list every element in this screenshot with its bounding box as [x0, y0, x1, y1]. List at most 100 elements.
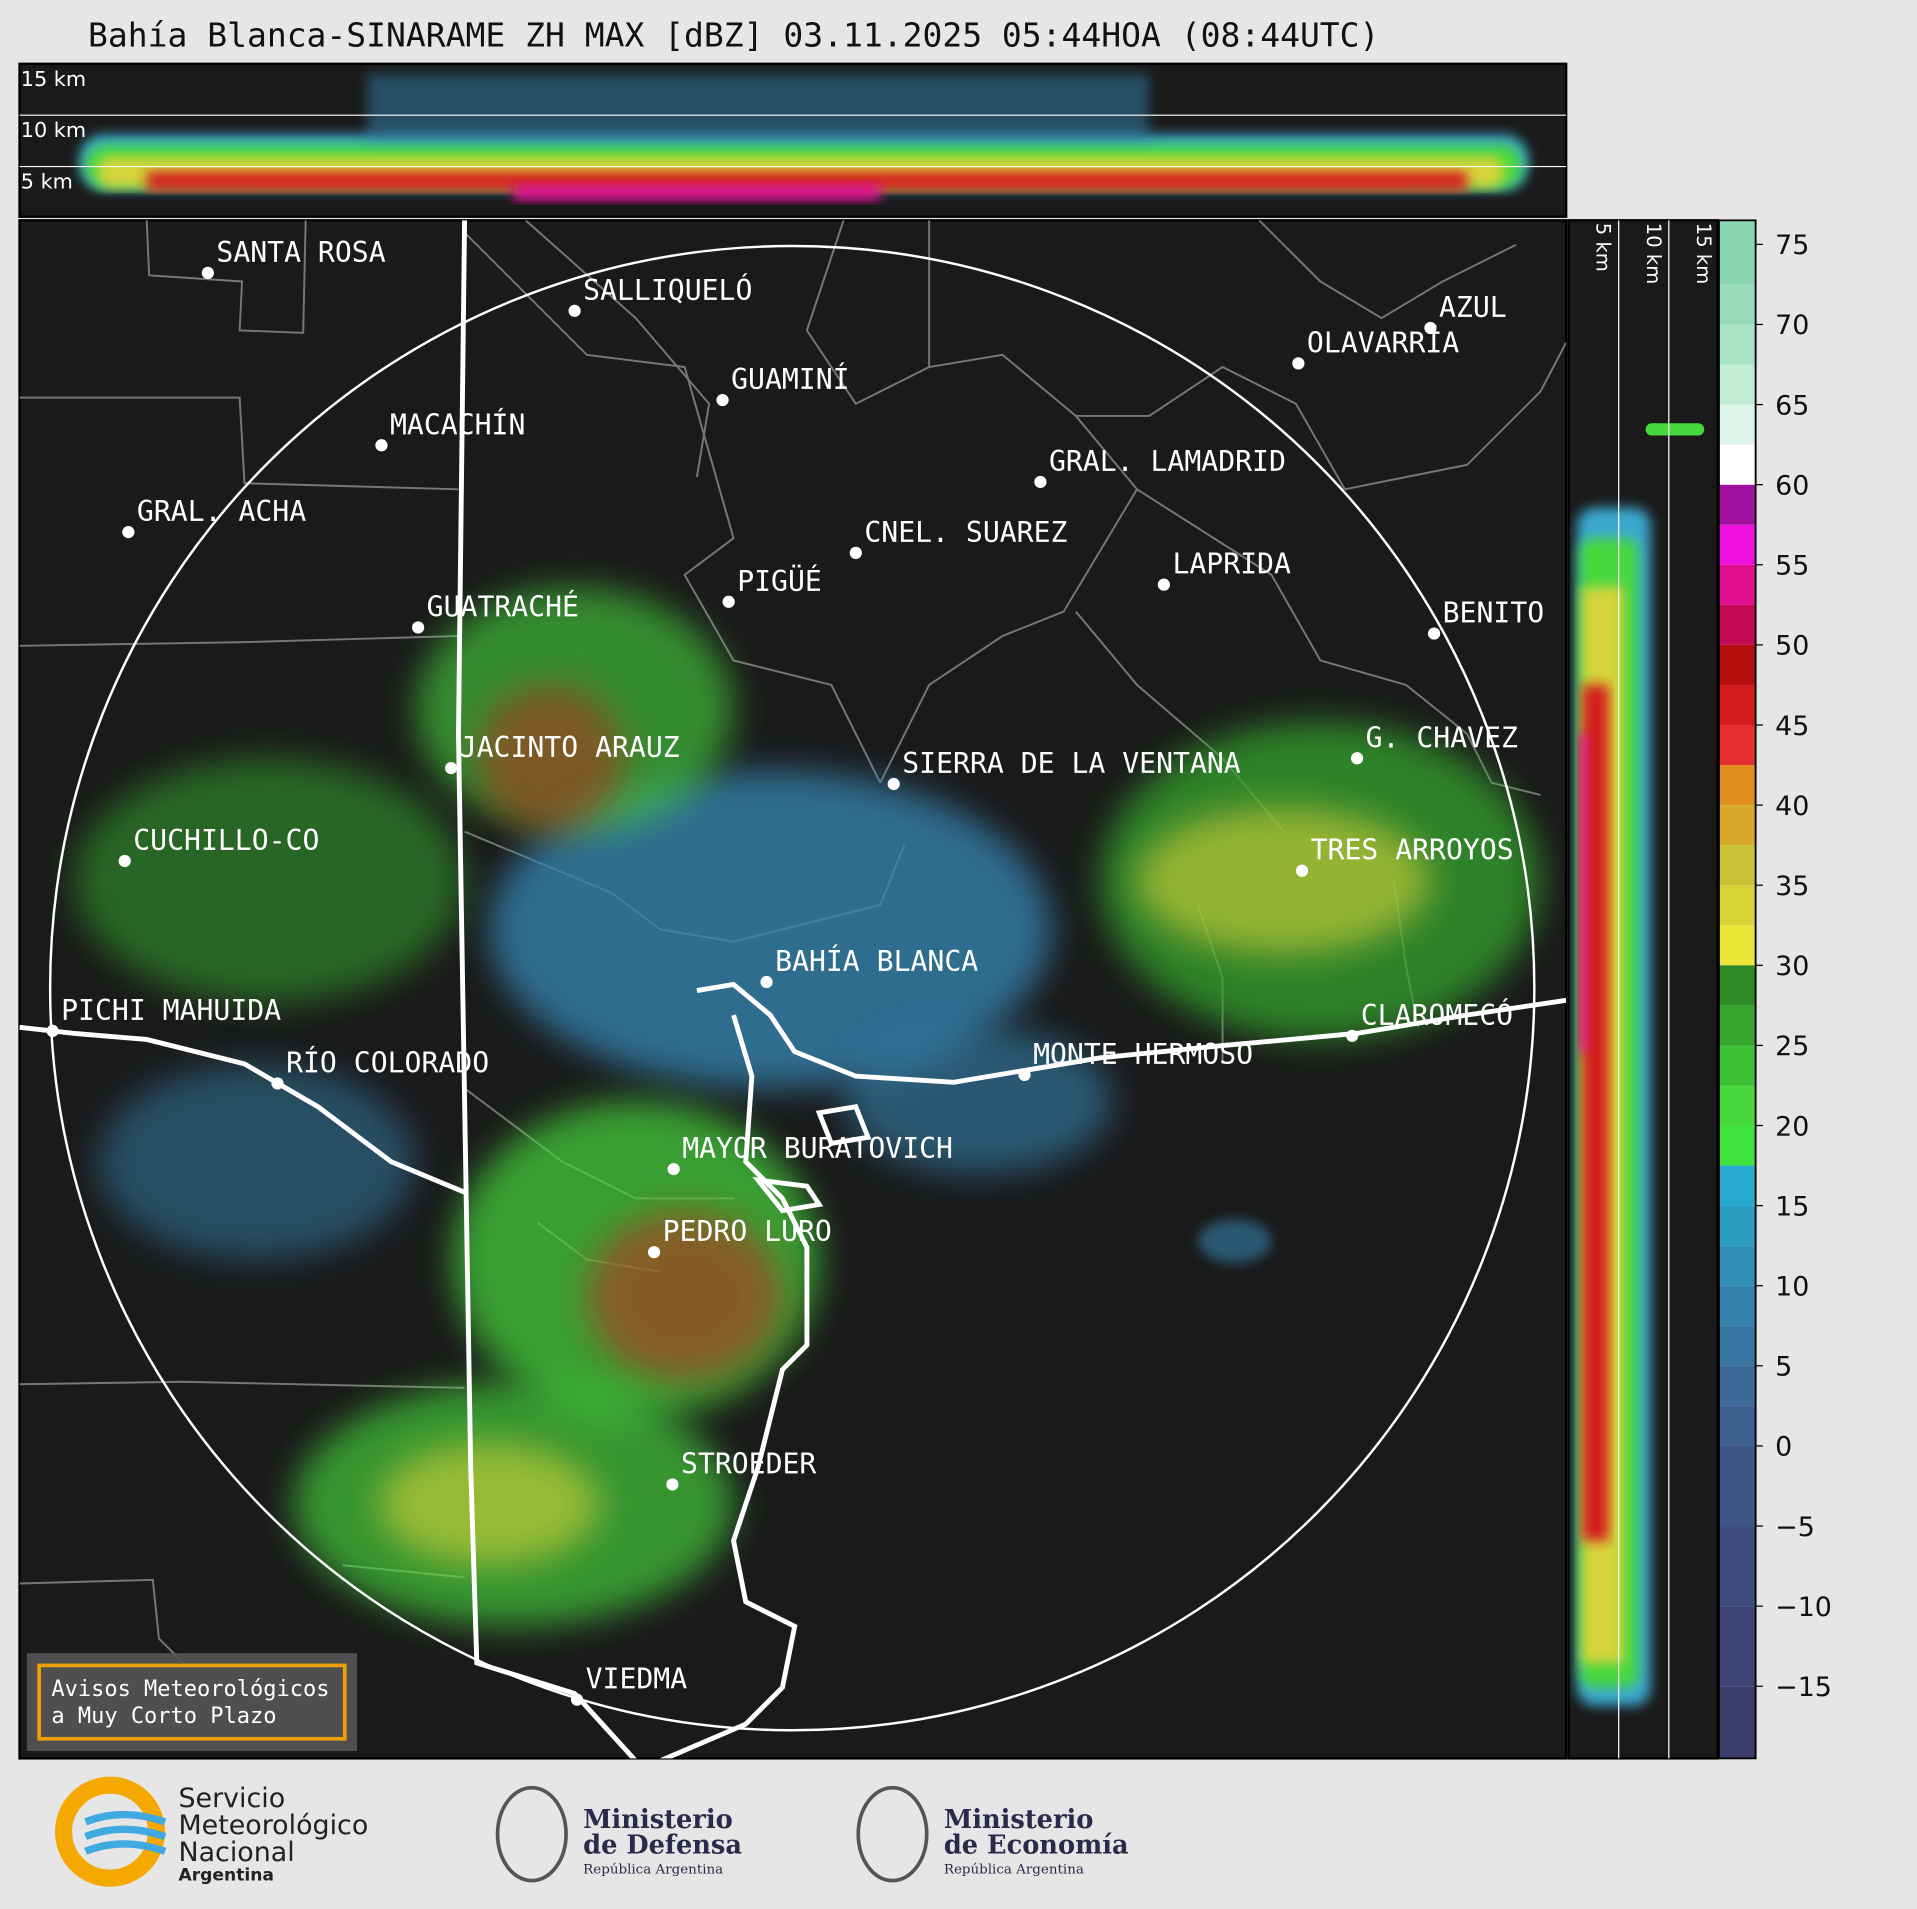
- logo-text: Servicio: [178, 1783, 285, 1814]
- city-dot: [445, 761, 458, 775]
- city-label: MACACHÍN: [390, 407, 525, 441]
- logo-text: Nacional: [178, 1837, 294, 1868]
- notice-frame: [37, 1663, 347, 1741]
- logos: Servicio Meteorológico Nacional Argentin…: [55, 1776, 1129, 1887]
- color-band: [1718, 1686, 1756, 1759]
- city-label: GRAL. LAMADRID: [1049, 445, 1286, 478]
- notice-box: [26, 1653, 357, 1752]
- city-label: SANTA ROSA: [216, 236, 385, 269]
- logo-text: de Defensa: [583, 1831, 742, 1861]
- colorbar-tick-label: 15: [1775, 1191, 1809, 1222]
- city-dot: [1292, 357, 1305, 370]
- color-band: [1718, 1045, 1756, 1086]
- color-band: [1718, 524, 1756, 565]
- city-label: TRES ARROYOS: [1311, 834, 1514, 867]
- color-band: [1718, 1526, 1756, 1607]
- city-dot: [667, 1162, 680, 1176]
- height-label: 15 km: [1692, 223, 1715, 284]
- color-band: [1718, 324, 1756, 365]
- title: Bahía Blanca-SINARAME ZH MAX [dBZ] 03.11…: [88, 16, 1379, 55]
- city-dot: [375, 439, 388, 452]
- shield: [495, 1785, 568, 1883]
- colorbar-tick-label: 60: [1775, 470, 1809, 501]
- logo-text: República Argentina: [583, 1862, 723, 1877]
- color-band: [1718, 724, 1756, 766]
- color-band: [1718, 564, 1756, 605]
- color-band: [1718, 1245, 1756, 1286]
- color-band: [1718, 805, 1756, 846]
- color-band: [1718, 885, 1756, 926]
- city-dot: [760, 975, 773, 989]
- color-band: [1718, 1365, 1756, 1406]
- city-dot: [666, 1478, 679, 1491]
- colorbar-tick-label: 75: [1775, 230, 1809, 261]
- color-band: [1718, 1445, 1756, 1527]
- city-dot: [412, 621, 425, 634]
- city-dot: [1157, 578, 1171, 591]
- color-band: [1718, 1606, 1756, 1687]
- color-band: [1718, 1085, 1756, 1126]
- city-dot: [849, 546, 862, 559]
- height-label: 5 km: [1592, 223, 1615, 272]
- height-label: 5 km: [21, 170, 73, 194]
- city-label: GUATRACHÉ: [427, 589, 579, 623]
- city-dot: [647, 1246, 661, 1259]
- logo-text: Meteorológico: [178, 1810, 368, 1841]
- city-labels: SANTA ROSA SALLIQUELÓ GUAMINÍ MACACHÍN GRAL.…: [46, 236, 1544, 1706]
- city-label: OLAVARRÍA: [1307, 325, 1459, 359]
- color-band: [1718, 765, 1756, 806]
- city-label: SIERRA DE LA VENTANA: [902, 747, 1241, 780]
- city-label: CUCHILLO-CO: [133, 824, 319, 857]
- city-dot: [201, 266, 214, 280]
- color-band: [1718, 444, 1756, 485]
- height-label: 15 km: [21, 67, 86, 91]
- city-label: VIEDMA: [586, 1663, 688, 1696]
- color-band: [1718, 1005, 1756, 1046]
- city-label: GRAL. ACHA: [137, 495, 306, 528]
- color-band: [1718, 604, 1756, 645]
- city-label: BAHÍA BLANCA: [775, 944, 978, 978]
- logo-text: Ministerio: [583, 1805, 733, 1835]
- color-band: [1718, 364, 1756, 405]
- city-dot: [1295, 864, 1309, 877]
- height-label: 10 km: [21, 118, 86, 142]
- city-dot: [716, 393, 729, 407]
- side-echoes: [1577, 423, 1705, 1706]
- city-dot: [46, 1024, 59, 1038]
- colorbar-tick-label: 5: [1775, 1352, 1792, 1383]
- color-band: [1718, 220, 1756, 285]
- colorbar-tick-label: 30: [1775, 951, 1809, 982]
- coastline: [19, 220, 1567, 1759]
- range-ring: [48, 244, 1536, 1732]
- city-dot: [271, 1077, 284, 1090]
- logo-text: de Economía: [944, 1831, 1129, 1861]
- colorbar-tick-label: 25: [1775, 1031, 1809, 1062]
- colorbar-tick-label: −15: [1775, 1672, 1832, 1703]
- color-band: [1718, 404, 1756, 445]
- colorbar-tick-label: 65: [1775, 390, 1809, 421]
- color-band: [1718, 1405, 1756, 1446]
- colorbar-tick-label: 0: [1775, 1432, 1792, 1463]
- colorbar-tick-label: −10: [1775, 1592, 1832, 1623]
- city-label: BENITO: [1443, 597, 1545, 630]
- city-dot: [1424, 321, 1437, 335]
- city-label: PIGÜÉ: [737, 564, 822, 598]
- color-band: [1718, 684, 1756, 725]
- city-label: LAPRIDA: [1172, 548, 1291, 581]
- colorbar-tick-label: 50: [1775, 631, 1809, 662]
- city-label: PICHI MAHUIDA: [61, 994, 281, 1027]
- city-dot: [118, 854, 131, 868]
- city-label: CLAROMECÓ: [1361, 998, 1513, 1032]
- city-dot: [568, 304, 581, 317]
- echoes: [73, 587, 1541, 1627]
- city-label: MAYOR BURATOVICH: [682, 1132, 953, 1165]
- logo-text: Argentina: [178, 1866, 273, 1886]
- city-label: PEDRO LURO: [663, 1215, 832, 1248]
- colorbar-tick-label: 70: [1775, 310, 1809, 341]
- colorbar-frame: [1718, 219, 1757, 1760]
- city-dot: [722, 595, 735, 608]
- color-band: [1718, 1325, 1756, 1366]
- color-band: [1718, 845, 1756, 886]
